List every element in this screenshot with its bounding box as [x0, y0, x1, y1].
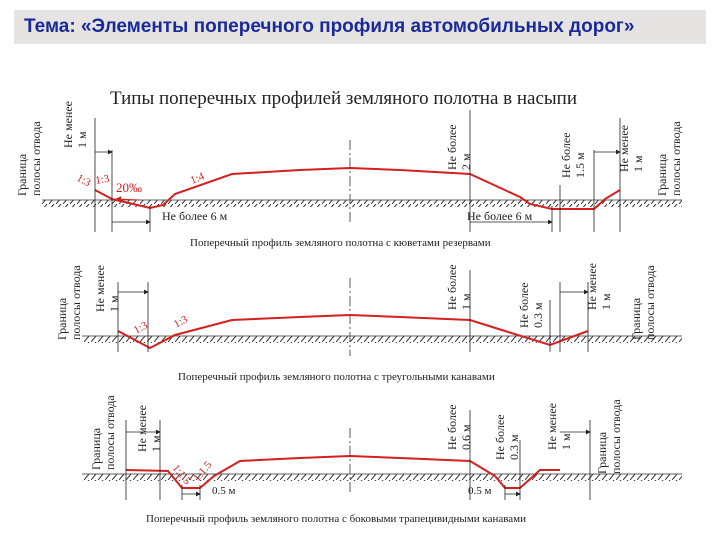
dim-label-right: Не более 6 м: [467, 209, 533, 223]
profile-caption: Поперечный профиль земляного полотна с б…: [146, 513, 526, 525]
not-more-label: Не более: [445, 404, 459, 450]
boundary-label-line1: Граница: [629, 297, 643, 340]
boundary-label-line2: полосы отвода: [29, 121, 43, 196]
not-less-label: Не менее: [585, 263, 599, 310]
boundary-label-line1: Граница: [655, 153, 669, 196]
not-more-label: Не более: [493, 414, 507, 460]
ground-hatch: [82, 336, 682, 343]
zero-three-m-label: 0.3 м: [531, 302, 545, 328]
boundary-label-line2: полосы отвода: [609, 399, 623, 474]
slope-label: 1:3: [172, 313, 190, 330]
not-more-label: Не более: [445, 124, 459, 170]
figure-heading: Типы поперечных профилей земляного полот…: [110, 88, 577, 109]
slide-title: Тема: «Элементы поперечного профиля авто…: [24, 16, 635, 37]
slope-label: 1:3: [94, 173, 110, 187]
dim-label-left: 0.5 м: [212, 485, 236, 497]
not-more-label: Не более: [517, 282, 531, 328]
boundary-label-line1: Граница: [55, 297, 69, 340]
not-less-label: Не менее: [135, 405, 149, 452]
grade-arrow: [115, 196, 141, 203]
slope-label: 1:4: [189, 170, 207, 187]
grade-label: 20‰: [116, 180, 142, 195]
ground-hatch: [82, 474, 682, 481]
boundary-label-line2: полосы отвода: [643, 265, 657, 340]
not-less-label: Не менее: [545, 403, 559, 450]
ground-hatch: [42, 200, 682, 207]
profile-caption: Поперечный профиль земляного полотна с т…: [178, 371, 495, 383]
one-m-label: 1 м: [75, 131, 89, 148]
slope-label: 1:3: [132, 319, 150, 336]
profile-3: Граница полосы отвода Граница полосы отв…: [82, 395, 682, 525]
boundary-label-line1: Граница: [15, 153, 29, 196]
title-bar: Тема: «Элементы поперечного профиля авто…: [14, 10, 706, 44]
dim-label-right: 0.5 м: [468, 485, 492, 497]
not-more-label: Не более: [559, 132, 573, 178]
one-m-label: 1 м: [149, 435, 163, 452]
embankment-profile: [117, 313, 589, 350]
boundary-label-line2: полосы отвода: [669, 121, 683, 196]
two-m-label: 2 м: [459, 153, 473, 170]
not-less-label: Не менее: [61, 101, 75, 148]
embankment-profile: [125, 454, 560, 489]
dim-label-left: Не более 6 м: [162, 209, 228, 223]
one-m-label: 1 м: [459, 293, 473, 310]
boundary-label-line2: полосы отвода: [69, 265, 83, 340]
profile-caption: Поперечный профиль земляного полотна с к…: [190, 237, 491, 249]
not-more-label: Не более: [445, 264, 459, 310]
profile-1: Граница полосы отвода Граница полосы отв…: [15, 101, 683, 249]
not-less-label: Не менее: [93, 265, 107, 312]
one-m-label: 1 м: [107, 295, 121, 312]
one-m-label: 1 м: [559, 433, 573, 450]
boundary-label-line2: полосы отвода: [103, 395, 117, 470]
profile-2: Граница полосы отвода Граница полосы отв…: [55, 263, 682, 383]
not-less-label: Не менее: [617, 125, 631, 172]
embankment-profile: [94, 166, 621, 210]
boundary-label-line1: Граница: [595, 431, 609, 474]
one-m-label: 1 м: [599, 293, 613, 310]
slope-label: 1:3: [75, 172, 93, 189]
boundary-label-line1: Граница: [89, 427, 103, 470]
zero-three-m-label: 0.3 м: [507, 434, 521, 460]
one-five-m-label: 1.5 м: [573, 152, 587, 178]
one-m-label: 1 м: [631, 155, 645, 172]
zero-six-m-label: 0.6 м: [459, 424, 473, 450]
